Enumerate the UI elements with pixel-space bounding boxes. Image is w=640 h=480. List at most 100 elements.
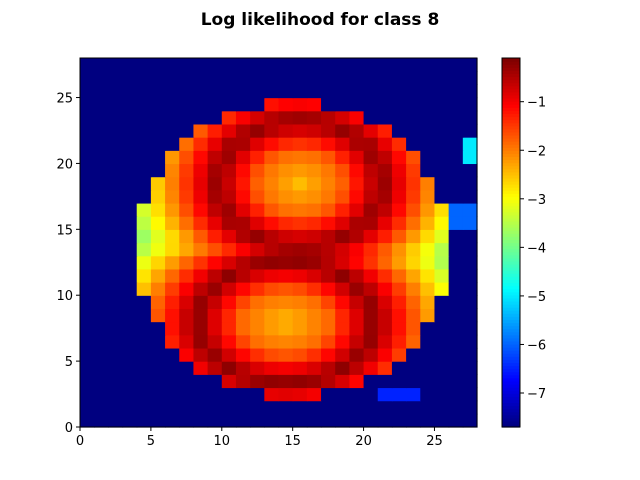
heatmap-cell bbox=[221, 137, 237, 151]
colorbar-segment bbox=[502, 310, 520, 314]
heatmap-cell bbox=[221, 216, 237, 230]
heatmap-cell bbox=[406, 163, 421, 178]
heatmap-cell bbox=[136, 387, 152, 402]
heatmap-cell bbox=[94, 110, 109, 125]
colorbar-segment bbox=[502, 82, 520, 87]
heatmap-cell bbox=[235, 347, 251, 362]
heatmap-cell bbox=[335, 334, 350, 349]
heatmap-cell bbox=[179, 123, 195, 138]
heatmap-cell bbox=[250, 58, 265, 72]
heatmap-cell bbox=[108, 216, 124, 230]
heatmap-cell bbox=[391, 347, 407, 362]
heatmap-cell bbox=[420, 387, 436, 402]
heatmap-cell bbox=[363, 295, 379, 309]
heatmap-cell bbox=[235, 137, 251, 151]
heatmap-cell bbox=[150, 97, 166, 112]
heatmap-cell bbox=[434, 176, 450, 191]
heatmap-cell bbox=[150, 347, 166, 362]
heatmap-cell bbox=[377, 71, 393, 85]
heatmap-cell bbox=[462, 334, 478, 349]
heatmap-cell bbox=[377, 308, 393, 323]
heatmap-cell bbox=[122, 347, 138, 362]
heatmap-cell bbox=[292, 176, 308, 191]
heatmap-cell bbox=[235, 189, 251, 204]
heatmap-cell bbox=[235, 150, 251, 165]
heatmap-cell bbox=[179, 137, 195, 151]
colorbar-segment bbox=[502, 319, 520, 324]
heatmap-cell bbox=[462, 400, 478, 415]
heatmap-cell bbox=[179, 347, 195, 362]
heatmap-cell bbox=[80, 400, 95, 415]
heatmap-cell bbox=[278, 176, 294, 191]
heatmap-cell bbox=[264, 361, 280, 375]
heatmap-cell bbox=[80, 282, 95, 296]
heatmap-cell bbox=[335, 242, 350, 257]
colorbar-tick-label: −4 bbox=[527, 241, 546, 256]
colorbar-segment bbox=[502, 380, 520, 385]
colorbar-segment bbox=[502, 414, 520, 419]
colorbar-segment bbox=[502, 116, 520, 121]
heatmap-cell bbox=[250, 163, 265, 178]
heatmap-cell bbox=[306, 413, 322, 428]
heatmap-cell bbox=[179, 334, 195, 349]
heatmap-cell bbox=[349, 97, 365, 112]
heatmap-cell bbox=[434, 255, 450, 270]
colorbar-segment bbox=[502, 362, 520, 367]
heatmap-cell bbox=[335, 123, 350, 138]
heatmap-cell bbox=[462, 321, 478, 336]
heatmap-cell bbox=[179, 374, 195, 389]
heatmap-cell bbox=[250, 229, 265, 244]
heatmap-cell bbox=[235, 387, 251, 402]
colorbar-segment bbox=[502, 233, 520, 237]
heatmap-cell bbox=[235, 413, 251, 428]
heatmap-cell bbox=[349, 163, 365, 178]
heatmap-cell bbox=[391, 282, 407, 296]
heatmap-cell bbox=[306, 347, 322, 362]
heatmap-cell bbox=[122, 163, 138, 178]
heatmap-cell bbox=[108, 137, 124, 151]
heatmap-cell bbox=[306, 71, 322, 85]
heatmap-cell bbox=[136, 374, 152, 389]
colorbar-segment bbox=[502, 162, 520, 167]
heatmap-cell bbox=[434, 334, 450, 349]
heatmap-cell bbox=[377, 229, 393, 244]
heatmap-cell bbox=[108, 400, 124, 415]
colorbar-segment bbox=[502, 113, 520, 118]
y-tick-label: 15 bbox=[56, 223, 73, 238]
heatmap-cell bbox=[250, 321, 265, 336]
colorbar-segment bbox=[502, 205, 520, 210]
heatmap-cell bbox=[349, 308, 365, 323]
plot-frame bbox=[79, 57, 478, 428]
heatmap-cell bbox=[349, 268, 365, 283]
heatmap-cell bbox=[306, 84, 322, 99]
heatmap-cell bbox=[150, 255, 166, 270]
heatmap-cell bbox=[335, 321, 350, 336]
heatmap-cell bbox=[235, 176, 251, 191]
heatmap-cell bbox=[221, 202, 237, 217]
heatmap-cell bbox=[278, 229, 294, 244]
heatmap-cell bbox=[108, 189, 124, 204]
heatmap-cell bbox=[165, 387, 180, 402]
heatmap-cell bbox=[448, 150, 464, 165]
heatmap-cell bbox=[278, 374, 294, 389]
heatmap-cell bbox=[122, 308, 138, 323]
heatmap-cell bbox=[377, 58, 393, 72]
heatmap-cell bbox=[278, 150, 294, 165]
heatmap-cell bbox=[462, 97, 478, 112]
colorbar-segment bbox=[502, 334, 520, 339]
heatmap-cell bbox=[321, 163, 336, 178]
heatmap-cell bbox=[94, 176, 109, 191]
heatmap-cell bbox=[207, 347, 223, 362]
heatmap-cell bbox=[406, 387, 421, 402]
heatmap-cell bbox=[264, 189, 280, 204]
heatmap-cell bbox=[122, 295, 138, 309]
heatmap-cell bbox=[235, 84, 251, 99]
heatmap-cell bbox=[235, 282, 251, 296]
heatmap-cell bbox=[335, 374, 350, 389]
heatmap-cell bbox=[179, 413, 195, 428]
heatmap-cell bbox=[235, 71, 251, 85]
heatmap-cell bbox=[165, 374, 180, 389]
heatmap-cell bbox=[250, 413, 265, 428]
heatmap-cell bbox=[94, 150, 109, 165]
heatmap-cell bbox=[150, 163, 166, 178]
